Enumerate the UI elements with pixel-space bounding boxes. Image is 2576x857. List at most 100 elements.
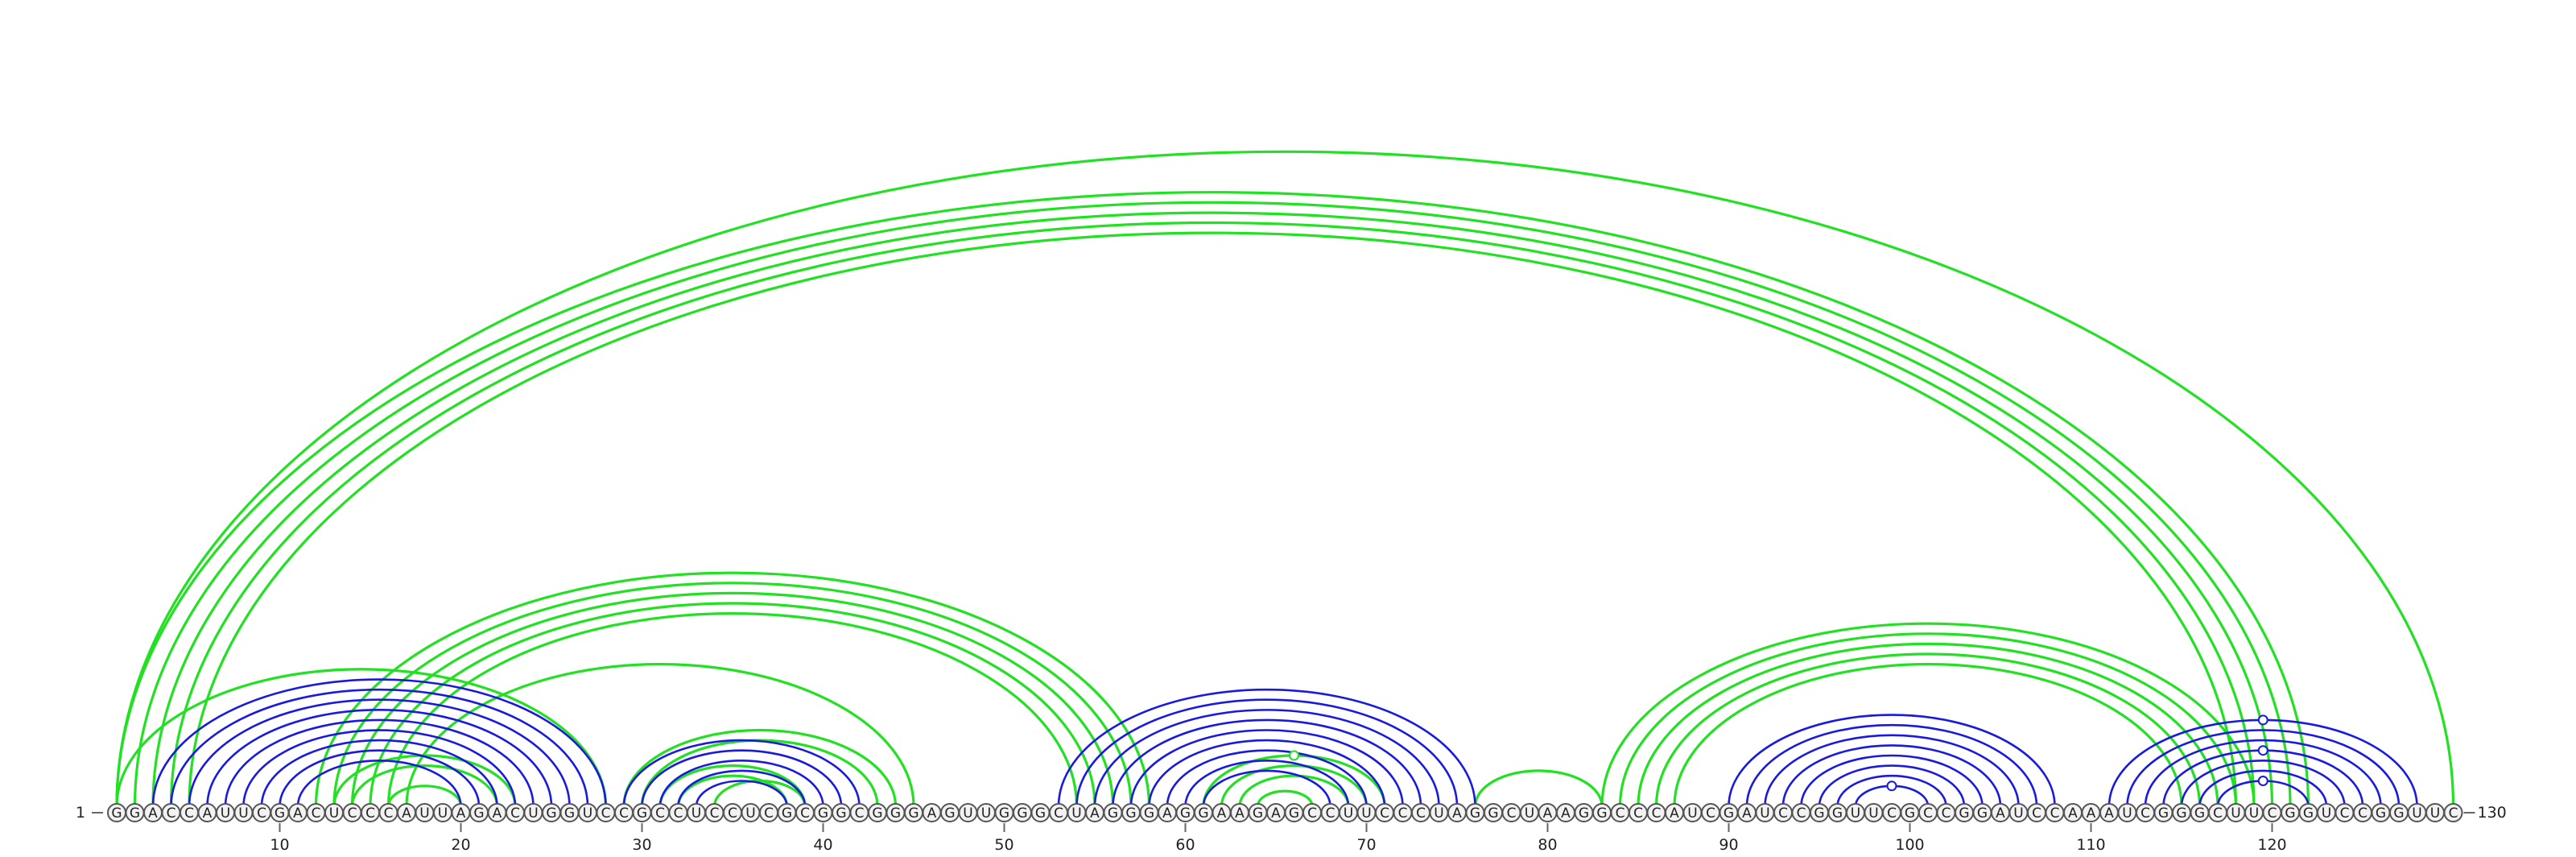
green-arc (622, 728, 898, 807)
nucleotide-letter: C (312, 805, 321, 822)
arc-markers-layer (1289, 714, 2268, 792)
nucleotide-letter: A (1742, 805, 1752, 822)
green-arc (1238, 774, 1350, 807)
nucleotide-letter: C (800, 805, 810, 822)
nucleotide: G (1194, 803, 1213, 822)
nucleotide-letter: C (167, 805, 176, 822)
nucleotide-letter: A (1561, 805, 1571, 822)
green-arc (1618, 632, 2238, 807)
nucleotide: G (1827, 803, 1847, 822)
nucleotide-letter: C (1633, 805, 1643, 822)
nucleotide-letter: U (691, 805, 701, 822)
nucleotide-letter: G (782, 805, 792, 822)
nucleotide-letter: A (1162, 805, 1172, 822)
nucleotide: U (1682, 803, 1703, 822)
nucleotide: G (868, 803, 887, 822)
nucleotide: C (596, 803, 616, 822)
blue-arc (1075, 698, 1459, 807)
axis-tick-label: 100 (1895, 836, 1924, 854)
nucleotide: U (2317, 803, 2336, 822)
nucleotide-letter: G (1959, 805, 1969, 822)
nucleotide-letter: C (2140, 805, 2150, 822)
nucleotide-letter: G (818, 805, 828, 822)
nucleotide: U (1339, 803, 1358, 822)
blue-arc (1800, 754, 1984, 807)
nucleotide-letter: A (293, 805, 303, 822)
nucleotide-letter: G (1905, 805, 1915, 822)
nucleotide: A (197, 803, 217, 822)
nucleotide: A (288, 803, 308, 822)
nucleotide: C (1375, 803, 1394, 822)
nucleotide: G (1972, 803, 1992, 822)
nucleotide-letter: U (2249, 805, 2259, 822)
nucleotide: A (1212, 803, 1232, 822)
nucleotide-letter: U (2122, 805, 2132, 822)
nucleotide-letter: G (564, 805, 575, 822)
nucleotide: A (2063, 803, 2083, 822)
nucleotide: C (795, 803, 815, 822)
nucleotide-letter: G (1017, 805, 1027, 822)
nucleotide: A (451, 803, 471, 822)
nucleotide-letter: C (1416, 805, 1426, 822)
nucleotide-letter: C (855, 805, 865, 822)
nucleotide-letter: G (872, 805, 882, 822)
nucleotide: C (252, 803, 271, 822)
nucleotide-letter: A (203, 805, 213, 822)
nucleotide: G (270, 803, 290, 822)
nucleotide-letter: G (1035, 805, 1046, 822)
nucleotide-letter: G (1814, 805, 1824, 822)
blue-arc (260, 739, 498, 807)
green-arc (369, 602, 1096, 807)
nucleotide: C (2262, 803, 2282, 822)
nucleotide-letter: A (1090, 805, 1100, 822)
nucleotide-letter: C (2213, 805, 2223, 822)
nucleotide-letter: C (1398, 805, 1408, 822)
blue-arc (1836, 774, 1947, 807)
axis-tick-label: 90 (1719, 836, 1738, 854)
arc-marker (2257, 745, 2268, 756)
nucleotide-letter: G (890, 805, 901, 822)
nucleotide: G (542, 803, 561, 822)
nucleotide-letter: U (583, 805, 592, 822)
nucleotide-letter: U (2013, 805, 2023, 822)
nucleotide-letter: C (1380, 805, 1389, 822)
nucleotide-letter: G (1125, 805, 1136, 822)
blue-arc (170, 688, 589, 807)
green-arcs-layer (115, 150, 2455, 807)
axis-tick-label: 120 (2257, 836, 2286, 854)
green-arc (350, 591, 1115, 807)
green-arc (1256, 789, 1314, 807)
nucleotide: A (2081, 803, 2101, 822)
nucleotide: C (180, 803, 199, 822)
nucleotide: U (1864, 803, 1884, 822)
nucleotide-letter: C (1942, 805, 1951, 822)
green-arc (1654, 652, 2202, 807)
nucleotide: C (1610, 803, 1630, 822)
nucleotide: C (704, 803, 724, 822)
nucleotide: G (1139, 803, 1159, 822)
nucleotide-letter: U (1525, 805, 1534, 822)
nucleotide: A (487, 803, 507, 822)
blue-arc (1057, 688, 1476, 807)
green-arc (350, 764, 499, 807)
nucleotide-letter: U (2231, 805, 2240, 822)
nucleotide: U (233, 803, 254, 822)
blue-arc (296, 760, 462, 807)
arc-marker (2257, 714, 2268, 726)
nucleotide: G (559, 803, 580, 822)
axis-tick-label: 80 (1538, 836, 1557, 854)
nucleotide: C (2136, 803, 2155, 822)
nucleotide: C (1393, 803, 1413, 822)
nucleotide: G (1248, 803, 1268, 822)
nucleotide-letter: C (710, 805, 720, 822)
nucleotide: A (2099, 803, 2119, 822)
nucleotide: U (2425, 803, 2445, 822)
nucleotide: U (741, 803, 761, 822)
nucleotide: U (958, 803, 978, 822)
green-arc (133, 201, 2292, 807)
nucleotide: U (578, 803, 597, 822)
nucleotide-letter: U (963, 805, 972, 822)
nucleotide-letter: A (1452, 805, 1462, 822)
blue-arc (641, 749, 843, 807)
